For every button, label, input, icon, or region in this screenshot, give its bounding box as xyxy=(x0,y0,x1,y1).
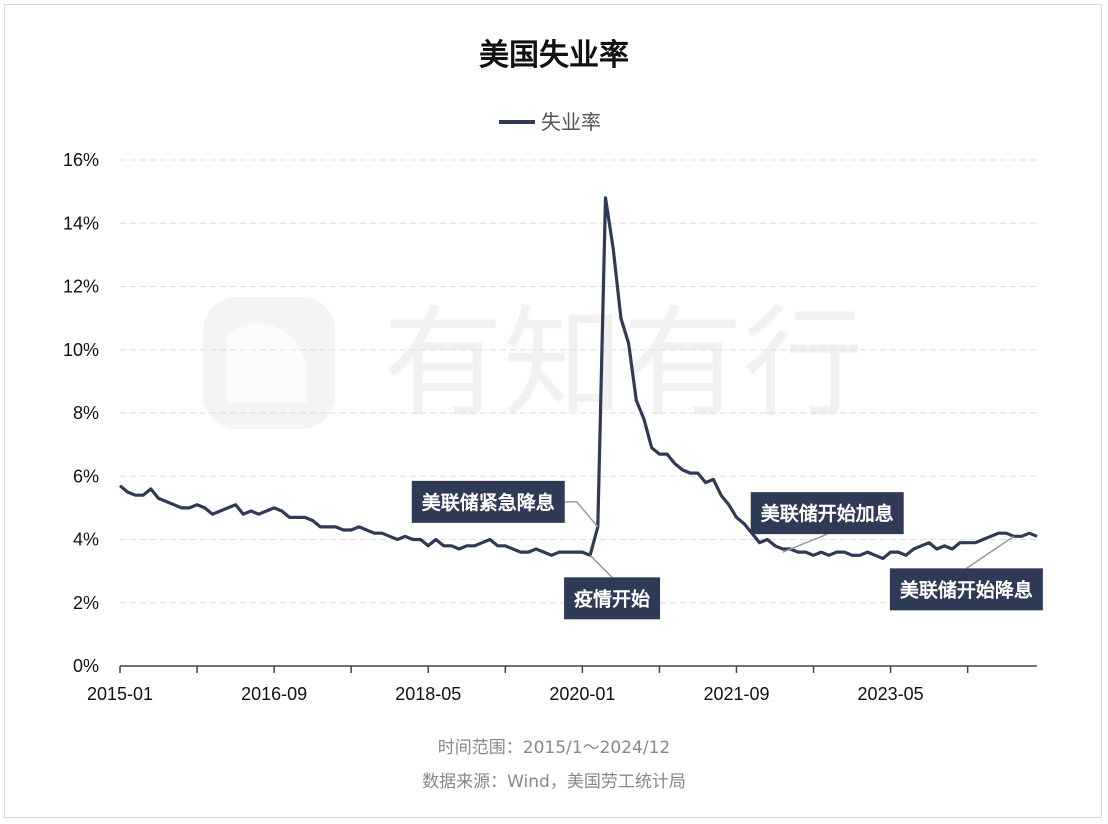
time-range-note: 时间范围：2015/1～2024/12 xyxy=(438,738,670,758)
annotation-label: 美联储开始降息 xyxy=(900,578,1033,601)
annotation-box xyxy=(750,492,904,535)
series-layer xyxy=(118,196,1038,561)
y-tick-label: 2% xyxy=(73,593,99,613)
x-axis: 2015-01 2016-09 2018-05 2020-01 2021-09 2023-… xyxy=(87,665,1037,704)
annotation-leader-line xyxy=(782,533,828,553)
annotation-leader-line xyxy=(564,501,599,528)
x-tick-label: 2021-09 xyxy=(703,684,769,704)
y-tick-label: 8% xyxy=(73,403,99,423)
y-tick-label: 16% xyxy=(63,150,99,170)
y-tick-label: 10% xyxy=(63,340,99,360)
annotation-box xyxy=(889,568,1043,611)
annotation-label: 美联储开始加息 xyxy=(761,502,894,525)
annotation: 疫情开始 xyxy=(564,554,661,620)
annotation-box xyxy=(411,480,565,523)
annotation-leader-line xyxy=(965,535,1015,569)
annotation: 美联储开始加息 xyxy=(750,492,904,553)
chart-title: 美国失业率 xyxy=(479,38,629,73)
watermark-text: 有知有行 xyxy=(383,295,863,434)
y-tick-label: 0% xyxy=(73,656,99,676)
x-tick-label: 2020-01 xyxy=(549,684,615,704)
x-tick-label: 2016-09 xyxy=(241,684,307,704)
unemployment-chart: 有知有行 美国失业率 失业率 0% 2% 4% 6% 8% 10% 12% 14% 16% 20… xyxy=(63,38,1043,792)
x-tick-label: 2018-05 xyxy=(395,684,461,704)
series-line-unemployment xyxy=(118,196,1038,561)
y-tick-label: 14% xyxy=(63,213,99,233)
y-axis: 0% 2% 4% 6% 8% 10% 12% 14% 16% xyxy=(63,150,99,676)
x-tick-label: 2015-01 xyxy=(87,684,153,704)
watermark-logo-mark-icon xyxy=(227,322,307,403)
legend-label: 失业率 xyxy=(541,110,601,134)
watermark: 有知有行 xyxy=(203,295,863,434)
annotation: 美联储紧急降息 xyxy=(411,480,599,528)
annotation-leader-line xyxy=(589,554,613,578)
annotation-label: 美联储紧急降息 xyxy=(422,491,555,514)
chart-frame: 有知有行 美国失业率 失业率 0% 2% 4% 6% 8% 10% 12% 14% 16% 20… xyxy=(4,4,1102,818)
grid-lines xyxy=(120,159,1037,604)
y-tick-label: 4% xyxy=(73,530,99,550)
annotation-label: 疫情开始 xyxy=(574,587,650,610)
y-tick-label: 6% xyxy=(73,466,99,486)
y-tick-label: 12% xyxy=(63,277,99,297)
source-note: 数据来源：Wind，美国劳工统计局 xyxy=(422,772,686,792)
annotation-box xyxy=(564,577,661,620)
x-tick-label: 2023-05 xyxy=(858,684,924,704)
annotation: 美联储开始降息 xyxy=(889,535,1043,611)
legend: 失业率 xyxy=(499,110,601,134)
